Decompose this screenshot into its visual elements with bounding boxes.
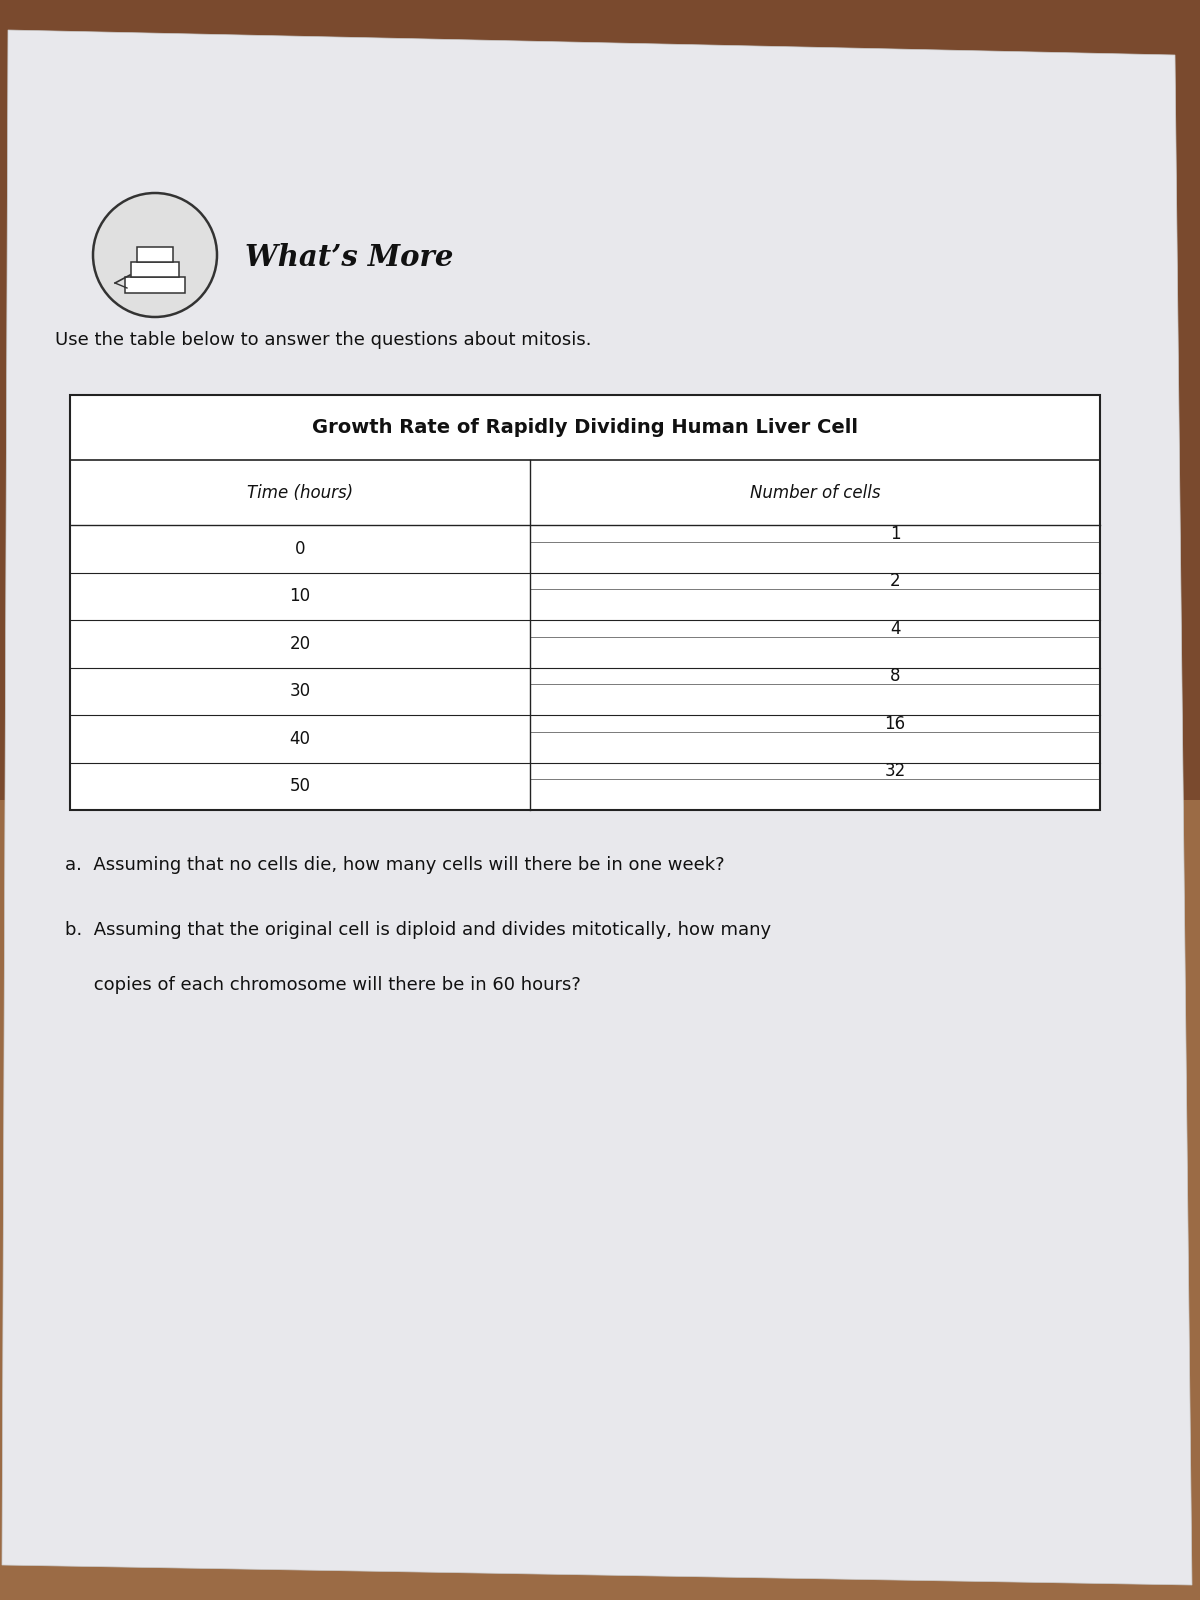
Text: 10: 10 [289,587,311,605]
Ellipse shape [94,194,217,317]
Text: 20: 20 [289,635,311,653]
Bar [137,246,173,262]
Text: 30: 30 [289,682,311,701]
Bar [0,0,1200,800]
Text: What’s More: What’s More [245,243,454,272]
Bar [131,262,179,277]
Text: 40: 40 [289,730,311,747]
Text: Time (hours): Time (hours) [247,483,353,501]
Text: 4: 4 [889,619,900,637]
Polygon shape [2,30,1192,1586]
Text: 50: 50 [289,778,311,795]
Text: 0: 0 [295,539,305,558]
Text: Growth Rate of Rapidly Dividing Human Liver Cell: Growth Rate of Rapidly Dividing Human Li… [312,418,858,437]
Text: b.  Assuming that the original cell is diploid and divides mitotically, how many: b. Assuming that the original cell is di… [65,922,772,939]
Text: 1: 1 [889,525,900,542]
Text: Use the table below to answer the questions about mitosis.: Use the table below to answer the questi… [55,331,592,349]
Text: 16: 16 [884,715,906,733]
Text: Number of cells: Number of cells [750,483,881,501]
Text: 2: 2 [889,573,900,590]
Text: 32: 32 [884,762,906,781]
Text: copies of each chromosome will there be in 60 hours?: copies of each chromosome will there be … [65,976,581,994]
Text: 8: 8 [889,667,900,685]
Bar [125,277,185,293]
Bar [70,395,1100,810]
Text: a.  Assuming that no cells die, how many cells will there be in one week?: a. Assuming that no cells die, how many … [65,856,725,874]
Bar [0,800,1200,1600]
